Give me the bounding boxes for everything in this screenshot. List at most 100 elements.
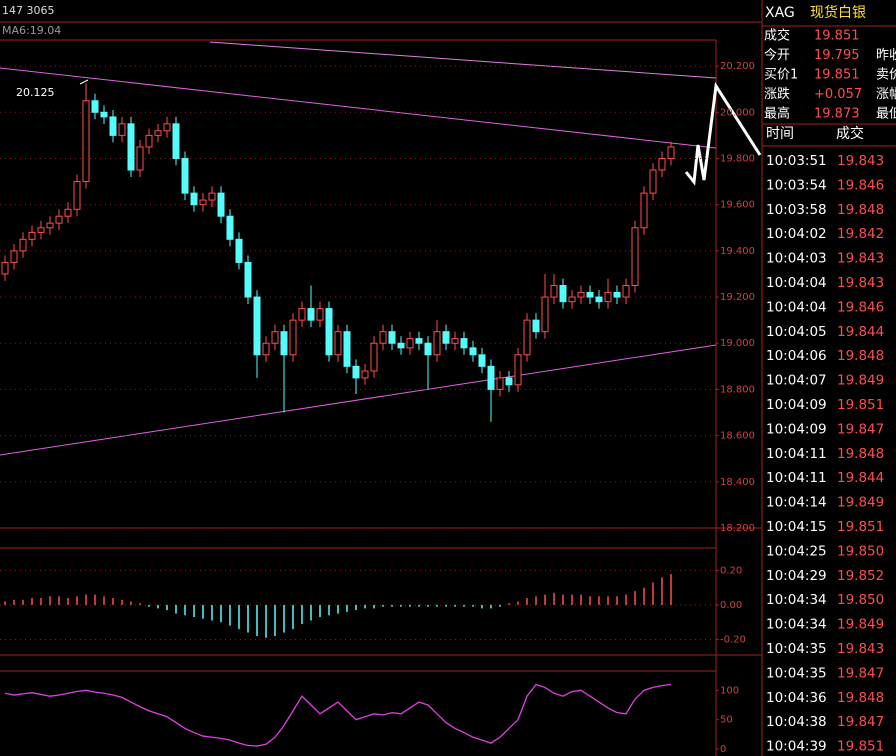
trade-time: 10:04:36: [766, 690, 827, 706]
trade-time: 10:04:25: [766, 543, 827, 559]
trade-price: 19.848: [837, 348, 884, 364]
trade-time: 10:04:11: [766, 470, 827, 486]
candle-body: [379, 331, 387, 344]
candle-body: [73, 181, 81, 210]
candle-body: [217, 192, 225, 217]
candle-body: [613, 291, 621, 298]
quote-label: 涨幅: [876, 87, 896, 102]
candle-body: [550, 285, 558, 298]
candle-body: [118, 123, 126, 136]
candle-body: [172, 123, 180, 159]
y-tick-label: 19.600: [720, 200, 755, 211]
candle-body: [460, 338, 468, 349]
symbol-name: 现货白银: [810, 4, 866, 21]
candle-body: [469, 347, 477, 356]
candle-body: [442, 331, 450, 344]
candle-body: [100, 111, 108, 118]
trade-time: 10:04:09: [766, 397, 827, 413]
trade-time: 10:04:03: [766, 251, 827, 267]
quote-label: 卖价: [876, 68, 896, 83]
trade-time: 10:04:04: [766, 275, 827, 291]
y-tick-label: 20.000: [720, 107, 755, 118]
trade-time: 10:04:34: [766, 617, 827, 633]
indicator-line: [4, 683, 672, 747]
candle-body: [226, 215, 234, 240]
trade-price: 19.847: [837, 714, 884, 730]
y-tick-label: 20.200: [720, 61, 755, 72]
candle-body: [307, 308, 315, 321]
candle-body: [604, 291, 612, 303]
annotation-pointer: [79, 79, 89, 85]
candle-body: [316, 308, 324, 321]
candle-body: [586, 291, 594, 298]
trade-time: 10:03:51: [766, 153, 827, 169]
quote-label: 买价1: [764, 68, 798, 83]
trade-price: 19.849: [837, 373, 884, 389]
candle-body: [343, 331, 351, 367]
candle-body: [478, 354, 486, 367]
quote-value: 19.795: [814, 48, 860, 63]
candle-body: [199, 199, 207, 206]
candle-body: [658, 157, 666, 171]
trade-time: 10:03:54: [766, 177, 827, 193]
quote-label: 今开: [764, 47, 790, 63]
trade-price: 19.844: [837, 324, 884, 340]
quote-label: 成交: [764, 28, 790, 44]
candle-body: [334, 331, 342, 356]
candle-body: [190, 192, 198, 206]
y-tick-label: 18.200: [720, 523, 755, 534]
arrow-sketch: [684, 81, 762, 186]
candle-body: [568, 296, 576, 303]
trade-time: 10:04:38: [766, 714, 827, 730]
candle-body: [244, 261, 252, 298]
candle-body: [181, 157, 189, 194]
candle-body: [370, 342, 378, 372]
candle-body: [280, 331, 288, 356]
y-tick-label: 100: [720, 685, 739, 696]
trade-price: 19.846: [837, 299, 884, 315]
candle-body: [667, 146, 675, 159]
candle-body: [208, 192, 216, 201]
candle-body: [127, 123, 135, 171]
candle-body: [595, 296, 603, 303]
candle-body: [352, 365, 360, 379]
trade-time: 10:04:35: [766, 665, 827, 681]
trade-price: 19.843: [837, 275, 884, 291]
y-tick-label: 19.800: [720, 153, 755, 164]
y-tick-label: 19.400: [720, 246, 755, 257]
candle-body: [55, 215, 63, 224]
trade-price: 19.847: [837, 665, 884, 681]
candle-body: [532, 319, 540, 333]
trade-time: 10:04:04: [766, 299, 827, 315]
trade-price: 19.851: [837, 397, 884, 413]
candle-body: [631, 227, 639, 286]
quote-label: 最低: [876, 107, 896, 122]
trade-time: 10:04:09: [766, 421, 827, 437]
trade-time: 10:04:06: [766, 348, 827, 364]
candle-body: [163, 123, 171, 132]
candle-body: [424, 342, 432, 356]
candle-body: [505, 377, 513, 386]
trade-time: 10:04:11: [766, 446, 827, 462]
trade-price: 19.846: [837, 177, 884, 193]
ma-label: MA6:19.04: [2, 24, 61, 37]
trade-price: 19.843: [837, 251, 884, 267]
trade-price: 19.842: [837, 226, 884, 242]
trade-price: 19.852: [837, 568, 884, 584]
candle-body: [253, 296, 261, 356]
candle-body: [451, 338, 459, 344]
candle-body: [640, 192, 648, 229]
candle-body: [109, 116, 117, 136]
trade-price: 19.849: [837, 617, 884, 633]
y-tick-label: -0.20: [720, 634, 746, 645]
y-tick-label: 18.600: [720, 431, 755, 442]
quote-label: 昨收: [876, 48, 896, 63]
trade-time: 10:04:15: [766, 519, 827, 535]
candle-body: [361, 370, 369, 379]
candle-body: [91, 100, 99, 113]
candle-body: [82, 100, 90, 183]
quote-value: 19.851: [814, 29, 860, 44]
candle-body: [541, 296, 549, 333]
y-tick-label: 0.00: [720, 600, 742, 611]
